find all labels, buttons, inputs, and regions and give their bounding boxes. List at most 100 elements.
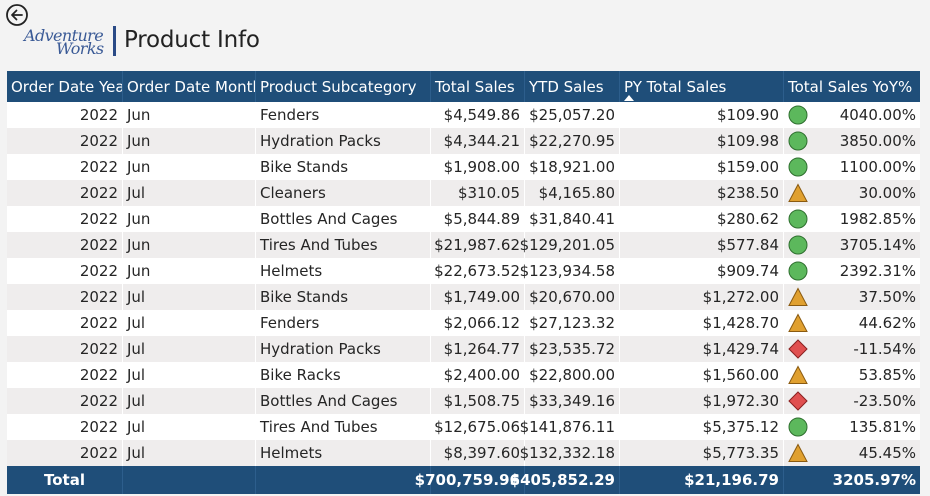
cell-total-sales: $22,673.52 — [430, 258, 524, 284]
yoy-value: 3850.00% — [839, 132, 916, 150]
column-header-order-date-year[interactable]: Order Date Year — [7, 71, 131, 102]
column-header-order-date-month[interactable]: Order Date Month — [122, 71, 262, 102]
cell-py-total-sales: $238.50 — [619, 180, 783, 206]
cell-month: Jul — [122, 362, 255, 388]
cell-py-total-sales: $577.84 — [619, 232, 783, 258]
cell-ytd-sales: $25,057.20 — [524, 102, 619, 128]
cell-total-sales-yoy: 53.85% — [783, 362, 920, 388]
cell-total-sales: $1,264.77 — [430, 336, 524, 362]
yoy-value: -11.54% — [853, 340, 916, 358]
cell-py-total-sales: $909.74 — [619, 258, 783, 284]
total-yoy: 3205.97% — [783, 466, 920, 494]
cell-py-total-sales: $280.62 — [619, 206, 783, 232]
cell-subcategory: Bottles And Cages — [255, 206, 430, 232]
cell-ytd-sales: $27,123.32 — [524, 310, 619, 336]
green-circle-icon — [788, 261, 808, 281]
logo-divider — [113, 26, 116, 56]
cell-total-sales: $12,675.06 — [430, 414, 524, 440]
column-header-py-total-sales-label: PY Total Sales — [624, 77, 727, 96]
yoy-value: 37.50% — [858, 288, 916, 306]
cell-ytd-sales: $22,800.00 — [524, 362, 619, 388]
column-header-product-subcategory[interactable]: Product Subcategory — [255, 71, 430, 102]
cell-month: Jul — [122, 440, 255, 466]
cell-ytd-sales: $141,876.11 — [520, 414, 619, 440]
cell-total-sales: $310.05 — [430, 180, 524, 206]
cell-month: Jul — [122, 414, 255, 440]
green-circle-icon — [788, 157, 808, 177]
cell-py-total-sales: $1,272.00 — [619, 284, 783, 310]
yoy-value: 53.85% — [858, 366, 916, 384]
cell-month: Jun — [122, 102, 255, 128]
cell-subcategory: Helmets — [255, 440, 430, 466]
logo-line1: Adventure — [24, 26, 104, 45]
cell-py-total-sales: $1,429.74 — [619, 336, 783, 362]
cell-ytd-sales: $4,165.80 — [524, 180, 619, 206]
cell-py-total-sales: $5,773.35 — [619, 440, 783, 466]
cell-total-sales: $1,908.00 — [430, 154, 524, 180]
cell-subcategory: Cleaners — [255, 180, 430, 206]
cell-month: Jun — [122, 232, 255, 258]
back-button[interactable] — [5, 3, 29, 27]
cell-py-total-sales: $1,972.30 — [619, 388, 783, 414]
cell-year: 2022 — [7, 336, 122, 362]
cell-year: 2022 — [7, 310, 122, 336]
cell-year: 2022 — [7, 180, 122, 206]
back-arrow-icon — [6, 4, 28, 26]
total-label: Total — [7, 466, 122, 494]
cell-total-sales-yoy: -23.50% — [783, 388, 920, 414]
orange-triangle-icon — [788, 287, 808, 307]
cell-total-sales: $1,749.00 — [430, 284, 524, 310]
cell-year: 2022 — [7, 258, 122, 284]
cell-subcategory: Tires And Tubes — [255, 414, 430, 440]
page-title: Product Info — [124, 27, 260, 53]
cell-total-sales-yoy: 44.62% — [783, 310, 920, 336]
cell-total-sales: $8,397.60 — [430, 440, 524, 466]
cell-year: 2022 — [7, 440, 122, 466]
cell-py-total-sales: $1,560.00 — [619, 362, 783, 388]
cell-ytd-sales: $132,332.18 — [520, 440, 619, 466]
cell-total-sales: $2,400.00 — [430, 362, 524, 388]
cell-ytd-sales: $20,670.00 — [524, 284, 619, 310]
cell-total-sales-yoy: 1982.85% — [783, 206, 920, 232]
cell-total-sales-yoy: 37.50% — [783, 284, 920, 310]
yoy-value: 30.00% — [858, 184, 916, 202]
yoy-value: 4040.00% — [839, 106, 916, 124]
cell-py-total-sales: $109.98 — [619, 128, 783, 154]
cell-year: 2022 — [7, 128, 122, 154]
column-header-total-sales[interactable]: Total Sales — [430, 71, 524, 102]
cell-subcategory: Fenders — [255, 102, 430, 128]
green-circle-icon — [788, 131, 808, 151]
yoy-value: 1100.00% — [839, 158, 916, 176]
total-empty-month — [122, 466, 255, 494]
cell-total-sales: $1,508.75 — [430, 388, 524, 414]
total-total-sales: $700,759.96 — [415, 466, 524, 494]
column-header-ytd-sales[interactable]: YTD Sales — [524, 71, 619, 102]
column-header-total-sales-yoy[interactable]: Total Sales YoY% — [783, 71, 920, 102]
cell-month: Jul — [122, 284, 255, 310]
cell-subcategory: Hydration Packs — [255, 128, 430, 154]
cell-year: 2022 — [7, 154, 122, 180]
yoy-value: 45.45% — [858, 444, 916, 462]
orange-triangle-icon — [788, 443, 808, 463]
sort-ascending-icon — [624, 95, 634, 101]
product-table: Order Date Year Order Date Month Product… — [7, 71, 920, 494]
cell-month: Jul — [122, 336, 255, 362]
green-circle-icon — [788, 417, 808, 437]
cell-ytd-sales: $23,535.72 — [524, 336, 619, 362]
column-header-py-total-sales[interactable]: PY Total Sales — [619, 71, 783, 102]
orange-triangle-icon — [788, 313, 808, 333]
cell-py-total-sales: $1,428.70 — [619, 310, 783, 336]
cell-total-sales-yoy: 45.45% — [783, 440, 920, 466]
cell-subcategory: Hydration Packs — [255, 336, 430, 362]
cell-subcategory: Bike Racks — [255, 362, 430, 388]
yoy-value: 3705.14% — [839, 236, 916, 254]
cell-ytd-sales: $18,921.00 — [524, 154, 619, 180]
cell-total-sales-yoy: 1100.00% — [783, 154, 920, 180]
cell-total-sales-yoy: 2392.31% — [783, 258, 920, 284]
cell-total-sales-yoy: 3850.00% — [783, 128, 920, 154]
yoy-value: 44.62% — [858, 314, 916, 332]
cell-total-sales: $5,844.89 — [430, 206, 524, 232]
orange-triangle-icon — [788, 365, 808, 385]
cell-year: 2022 — [7, 388, 122, 414]
cell-subcategory: Fenders — [255, 310, 430, 336]
